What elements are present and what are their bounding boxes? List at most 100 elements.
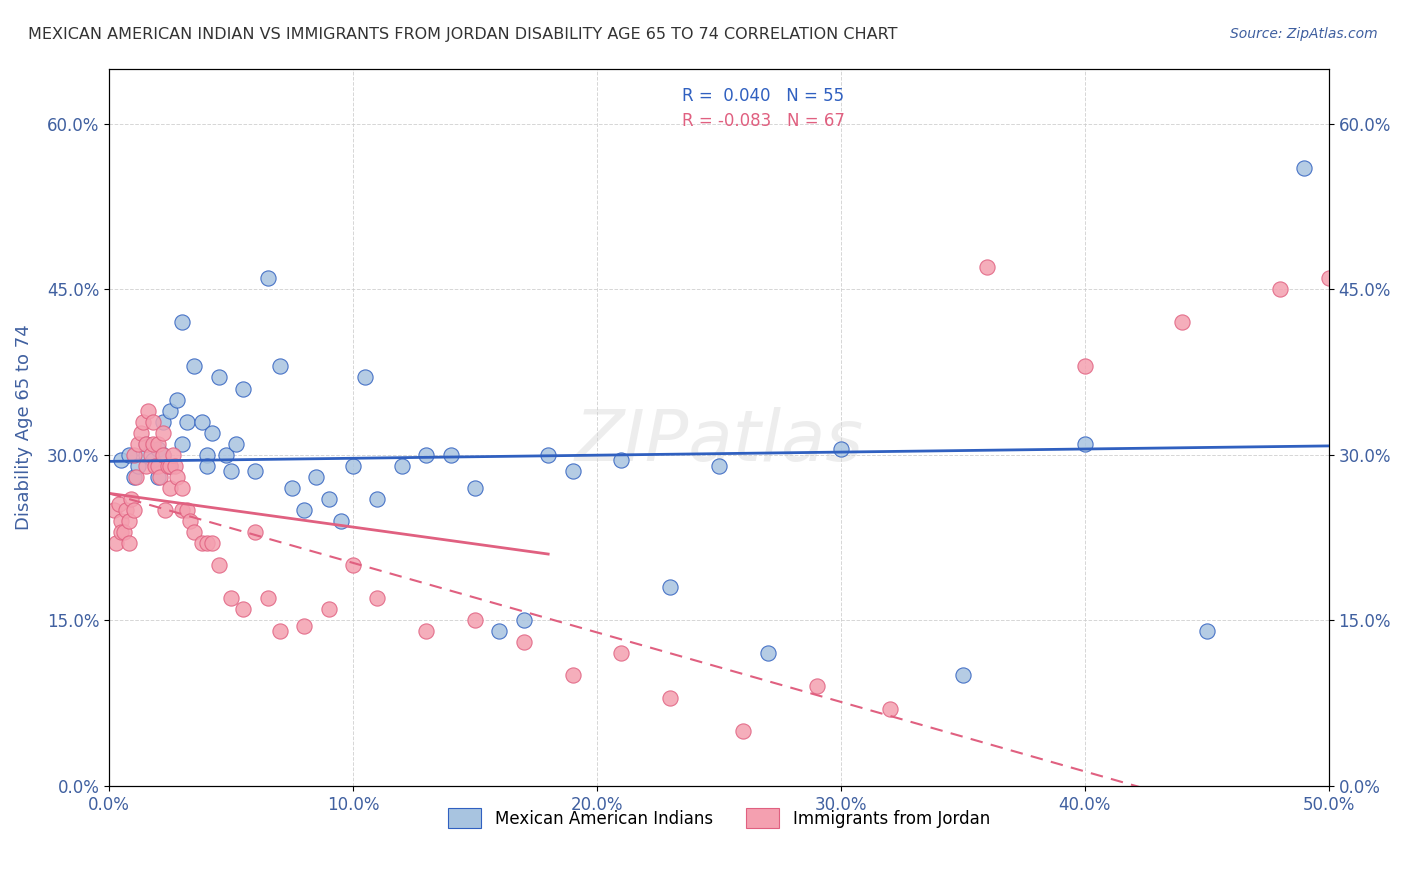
Point	[830, 442, 852, 457]
Point	[110, 524, 132, 539]
Text: ZIPatlas: ZIPatlas	[575, 407, 863, 476]
Point	[135, 436, 157, 450]
Point	[132, 415, 155, 429]
Point	[191, 415, 214, 429]
Point	[152, 448, 174, 462]
Point	[292, 619, 315, 633]
Point	[756, 646, 779, 660]
Point	[610, 453, 633, 467]
Point	[366, 591, 388, 606]
Point	[1294, 161, 1316, 175]
Point	[155, 503, 177, 517]
Point	[176, 503, 198, 517]
Point	[172, 436, 194, 450]
Point	[191, 536, 214, 550]
Point	[135, 448, 157, 462]
Point	[105, 536, 128, 550]
Point	[733, 723, 755, 738]
Point	[1195, 624, 1218, 639]
Legend: Mexican American Indians, Immigrants from Jordan: Mexican American Indians, Immigrants fro…	[441, 801, 997, 835]
Point	[172, 481, 194, 495]
Y-axis label: Disability Age 65 to 74: Disability Age 65 to 74	[15, 325, 32, 530]
Text: R = -0.083   N = 67: R = -0.083 N = 67	[682, 112, 845, 130]
Point	[976, 260, 998, 274]
Point	[342, 558, 364, 573]
Point	[103, 503, 125, 517]
Point	[1171, 315, 1194, 329]
Point	[215, 448, 238, 462]
Point	[952, 668, 974, 682]
Point	[513, 635, 536, 649]
Point	[152, 425, 174, 440]
Point	[561, 464, 583, 478]
Point	[135, 458, 157, 473]
Point	[146, 470, 169, 484]
Point	[183, 359, 205, 374]
Point	[146, 436, 169, 450]
Point	[208, 370, 231, 384]
Point	[610, 646, 633, 660]
Point	[659, 690, 682, 705]
Point	[464, 613, 486, 627]
Point	[115, 503, 138, 517]
Point	[142, 453, 165, 467]
Point	[464, 481, 486, 495]
Point	[152, 415, 174, 429]
Point	[145, 458, 167, 473]
Point	[156, 458, 179, 473]
Point	[195, 536, 218, 550]
Point	[172, 503, 194, 517]
Point	[707, 458, 730, 473]
Point	[117, 536, 139, 550]
Point	[117, 514, 139, 528]
Point	[1074, 436, 1097, 450]
Point	[122, 503, 145, 517]
Point	[135, 436, 157, 450]
Point	[488, 624, 510, 639]
Point	[142, 436, 165, 450]
Text: MEXICAN AMERICAN INDIAN VS IMMIGRANTS FROM JORDAN DISABILITY AGE 65 TO 74 CORREL: MEXICAN AMERICAN INDIAN VS IMMIGRANTS FR…	[28, 27, 897, 42]
Point	[136, 403, 159, 417]
Point	[122, 448, 145, 462]
Point	[256, 591, 278, 606]
Point	[292, 503, 315, 517]
Point	[179, 514, 201, 528]
Point	[183, 524, 205, 539]
Point	[159, 458, 181, 473]
Point	[195, 448, 218, 462]
Point	[439, 448, 461, 462]
Point	[366, 491, 388, 506]
Point	[127, 458, 149, 473]
Point	[117, 448, 139, 462]
Point	[281, 481, 304, 495]
Point	[166, 470, 188, 484]
Point	[354, 370, 377, 384]
Point	[318, 491, 340, 506]
Point	[166, 392, 188, 407]
Point	[200, 536, 222, 550]
Point	[537, 448, 560, 462]
Point	[1317, 271, 1340, 285]
Point	[200, 425, 222, 440]
Point	[122, 470, 145, 484]
Point	[172, 315, 194, 329]
Point	[195, 458, 218, 473]
Point	[149, 470, 172, 484]
Point	[110, 514, 132, 528]
Point	[219, 591, 242, 606]
Point	[159, 481, 181, 495]
Point	[305, 470, 328, 484]
Point	[208, 558, 231, 573]
Point	[152, 448, 174, 462]
Point	[561, 668, 583, 682]
Point	[142, 415, 165, 429]
Point	[269, 624, 291, 639]
Point	[146, 458, 169, 473]
Point	[162, 448, 184, 462]
Point	[127, 436, 149, 450]
Point	[256, 271, 278, 285]
Point	[415, 624, 437, 639]
Point	[879, 701, 901, 715]
Point	[139, 448, 162, 462]
Point	[108, 497, 131, 511]
